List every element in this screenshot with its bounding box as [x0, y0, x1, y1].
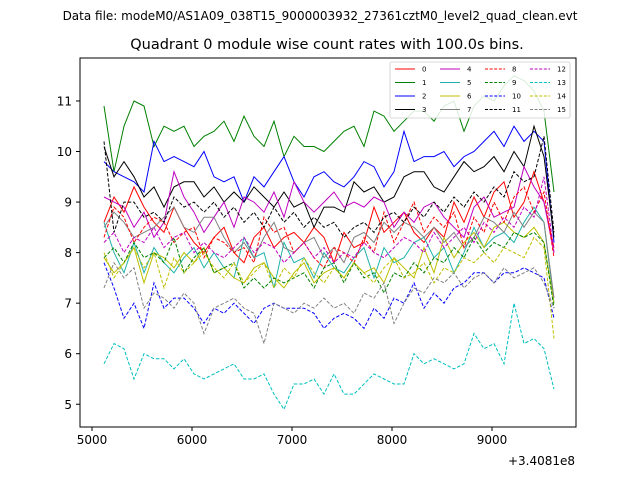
legend-box: [389, 61, 571, 119]
x-tick-label: 8000: [377, 433, 408, 447]
plot-area: [103, 75, 555, 411]
series-line-2: [103, 125, 555, 243]
legend-label-9: 9: [512, 79, 516, 87]
x-offset-label: +3.4081e8: [508, 454, 575, 468]
series-line-10: [103, 262, 555, 331]
y-tick-label: 5: [64, 398, 72, 412]
chart-title: Quadrant 0 module wise count rates with …: [130, 37, 524, 53]
legend-label-13: 13: [557, 79, 566, 87]
legend-label-1: 1: [422, 79, 426, 87]
legend-label-6: 6: [467, 93, 472, 101]
x-tick-label: 6000: [177, 433, 208, 447]
y-tick-label: 9: [64, 196, 72, 210]
legend-label-14: 14: [557, 93, 566, 101]
axes-frame: [79, 57, 577, 428]
legend-label-15: 15: [557, 106, 566, 114]
y-tick-label: 8: [64, 246, 72, 260]
legend-label-8: 8: [512, 66, 516, 74]
series-line-11: [103, 136, 555, 239]
legend-label-3: 3: [422, 106, 426, 114]
series-line-6: [103, 221, 555, 304]
legend-label-10: 10: [512, 93, 521, 101]
legend-label-4: 4: [467, 66, 472, 74]
y-tick-label: 11: [57, 94, 72, 108]
series-line-13: [103, 303, 555, 411]
x-tick-label: 9000: [477, 433, 508, 447]
legend-label-11: 11: [512, 106, 521, 114]
y-tick-label: 6: [64, 347, 72, 361]
series-line-12: [103, 176, 555, 264]
suptitle: Data file: modeM0/AS1A09_038T15_90000039…: [63, 9, 578, 23]
series-line-8: [103, 186, 555, 269]
y-tick-label: 7: [64, 297, 72, 311]
series-line-15: [103, 261, 555, 346]
legend-label-7: 7: [467, 106, 471, 114]
legend-label-5: 5: [467, 79, 471, 87]
series-line-14: [103, 236, 555, 339]
series-line-7: [103, 206, 555, 299]
series-line-4: [103, 165, 555, 253]
legend-label-12: 12: [557, 66, 566, 74]
x-tick-label: 7000: [277, 433, 308, 447]
legend-label-0: 0: [422, 66, 426, 74]
legend-label-2: 2: [422, 93, 426, 101]
series-line-9: [103, 231, 555, 309]
x-tick-label: 5000: [77, 433, 108, 447]
y-tick-label: 10: [57, 145, 72, 159]
